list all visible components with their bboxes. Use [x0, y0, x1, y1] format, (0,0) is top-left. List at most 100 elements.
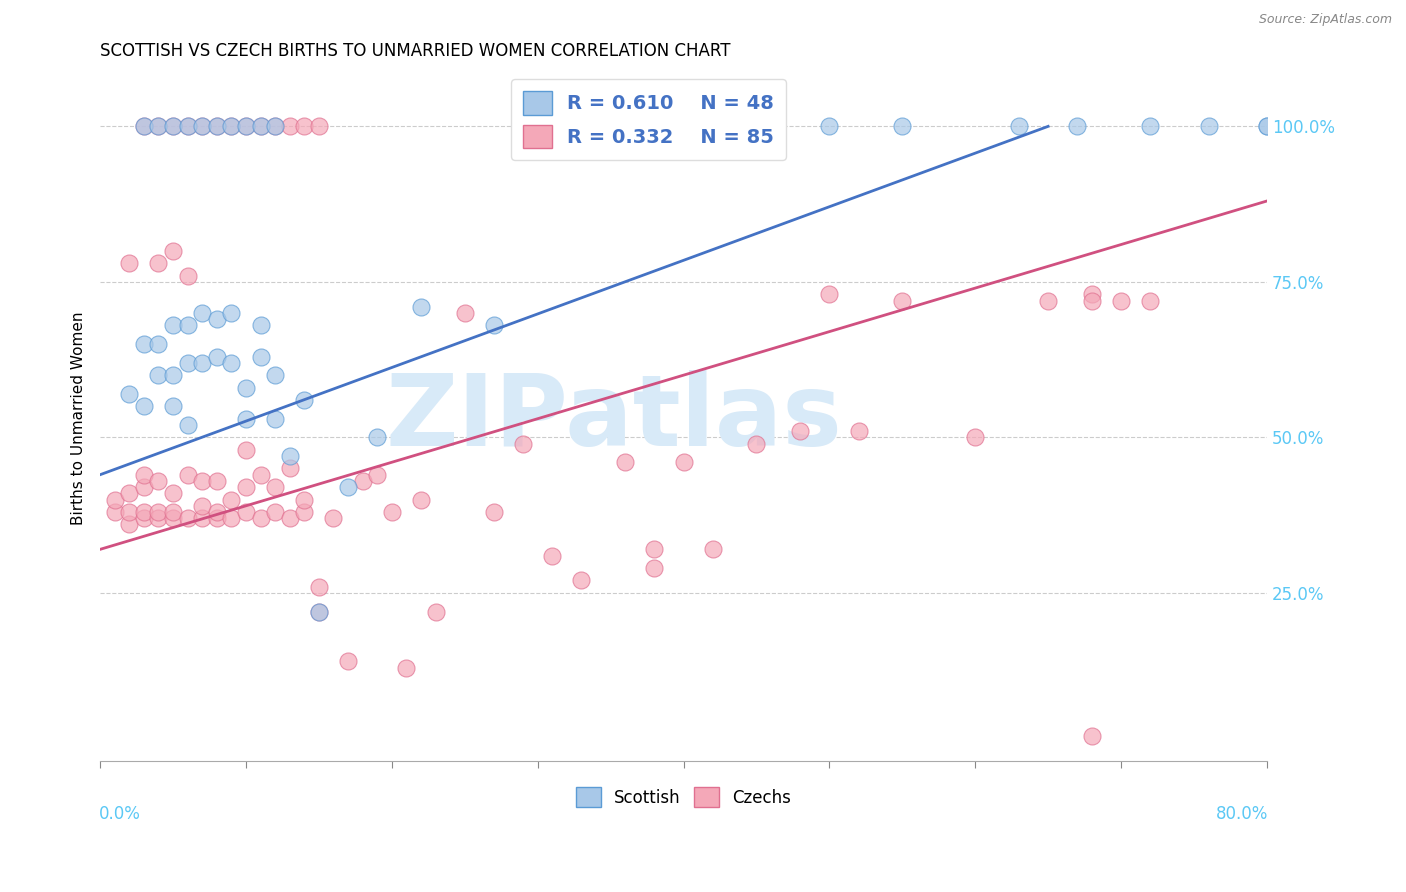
Point — [118, 256, 141, 270]
Text: 0.0%: 0.0% — [98, 805, 141, 823]
Point — [745, 436, 768, 450]
Point — [482, 505, 505, 519]
Point — [176, 417, 198, 432]
Point — [891, 293, 914, 308]
Point — [1109, 293, 1132, 308]
Point — [205, 505, 228, 519]
Point — [264, 120, 287, 134]
Point — [176, 318, 198, 333]
Point — [965, 430, 987, 444]
Point — [482, 318, 505, 333]
Point — [132, 120, 155, 134]
Point — [264, 368, 287, 383]
Point — [278, 120, 301, 134]
Point — [235, 442, 257, 457]
Point — [1066, 120, 1088, 134]
Point — [191, 306, 214, 320]
Text: Source: ZipAtlas.com: Source: ZipAtlas.com — [1258, 13, 1392, 27]
Point — [292, 505, 315, 519]
Point — [292, 120, 315, 134]
Text: ZIPatlas: ZIPatlas — [385, 370, 842, 467]
Point — [1256, 120, 1278, 134]
Point — [148, 511, 170, 525]
Point — [409, 300, 432, 314]
Point — [162, 120, 184, 134]
Point — [191, 499, 214, 513]
Point — [148, 120, 170, 134]
Point — [264, 411, 287, 425]
Point — [672, 455, 695, 469]
Point — [614, 455, 637, 469]
Point — [818, 120, 841, 134]
Point — [132, 337, 155, 351]
Point — [264, 120, 287, 134]
Point — [176, 511, 198, 525]
Point — [848, 424, 870, 438]
Point — [118, 486, 141, 500]
Point — [176, 120, 198, 134]
Y-axis label: Births to Unmarried Women: Births to Unmarried Women — [72, 312, 86, 525]
Point — [292, 492, 315, 507]
Point — [409, 492, 432, 507]
Point — [132, 467, 155, 482]
Point — [235, 120, 257, 134]
Point — [308, 605, 330, 619]
Point — [191, 120, 214, 134]
Point — [249, 120, 271, 134]
Point — [118, 505, 141, 519]
Legend: Scottish, Czechs: Scottish, Czechs — [569, 780, 799, 814]
Point — [221, 511, 243, 525]
Point — [148, 337, 170, 351]
Point — [643, 542, 665, 557]
Point — [1139, 293, 1161, 308]
Point — [308, 120, 330, 134]
Point — [205, 511, 228, 525]
Point — [395, 660, 418, 674]
Point — [162, 318, 184, 333]
Point — [191, 120, 214, 134]
Point — [249, 318, 271, 333]
Point — [235, 120, 257, 134]
Point — [264, 480, 287, 494]
Point — [337, 480, 360, 494]
Point — [235, 381, 257, 395]
Point — [322, 511, 344, 525]
Point — [366, 430, 388, 444]
Point — [278, 461, 301, 475]
Point — [104, 492, 127, 507]
Point — [132, 511, 155, 525]
Point — [162, 511, 184, 525]
Point — [235, 505, 257, 519]
Point — [221, 356, 243, 370]
Point — [148, 368, 170, 383]
Point — [381, 505, 404, 519]
Point — [235, 480, 257, 494]
Point — [176, 268, 198, 283]
Point — [278, 511, 301, 525]
Point — [292, 392, 315, 407]
Point — [643, 561, 665, 575]
Point — [1036, 293, 1059, 308]
Point — [454, 306, 477, 320]
Point — [176, 467, 198, 482]
Point — [308, 605, 330, 619]
Point — [205, 120, 228, 134]
Point — [249, 511, 271, 525]
Point — [191, 511, 214, 525]
Point — [176, 120, 198, 134]
Point — [1081, 729, 1104, 743]
Point — [205, 312, 228, 326]
Point — [1081, 293, 1104, 308]
Point — [352, 474, 374, 488]
Point — [264, 505, 287, 519]
Point — [1198, 120, 1220, 134]
Point — [205, 120, 228, 134]
Point — [118, 517, 141, 532]
Point — [221, 120, 243, 134]
Point — [118, 387, 141, 401]
Point — [249, 120, 271, 134]
Point — [162, 399, 184, 413]
Point — [205, 350, 228, 364]
Point — [308, 580, 330, 594]
Point — [148, 474, 170, 488]
